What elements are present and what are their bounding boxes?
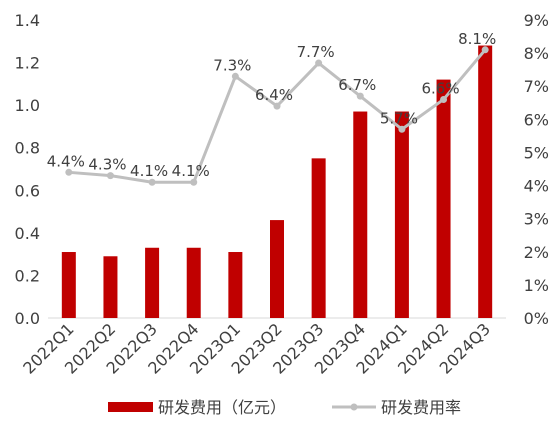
- bar: [186, 247, 201, 318]
- y-right-tick-label: 9%: [524, 11, 549, 30]
- line-series: [65, 46, 489, 186]
- line-point: [273, 102, 281, 110]
- y-right-tick-label: 4%: [524, 177, 549, 196]
- bar: [311, 158, 326, 318]
- y-right-tick-label: 5%: [524, 143, 549, 162]
- line-point: [315, 59, 323, 67]
- axes: 0.0 0.2 0.4 0.6 0.8 1.0 1.2 1.4 0% 1% 2% 3% 4% 5% 6% 7%…: [15, 11, 549, 378]
- line-data-label: 5.7%: [380, 109, 418, 127]
- line-data-label: 7.7%: [297, 43, 335, 61]
- line-point: [231, 72, 239, 80]
- y-left-tick-label: 0.8: [15, 139, 40, 158]
- bar: [61, 252, 76, 318]
- y-left-tick-label: 0.6: [15, 181, 40, 200]
- legend-swatch-bar: [108, 402, 153, 412]
- line-data-label: 6.6%: [421, 79, 459, 97]
- line-point: [440, 95, 448, 103]
- line-data-label: 4.1%: [172, 162, 210, 180]
- y-right-tick-label: 0%: [524, 309, 549, 328]
- y-left-tick-label: 0.4: [15, 224, 40, 243]
- bar-series: [61, 45, 493, 319]
- line-data-label: 6.4%: [255, 86, 293, 104]
- bar: [145, 247, 160, 318]
- legend-swatch-marker: [350, 403, 358, 411]
- line-data-label: 6.7%: [338, 76, 376, 94]
- line-point: [356, 92, 364, 100]
- line-data-label: 4.3%: [88, 156, 126, 174]
- y-right-tick-label: 6%: [524, 110, 549, 129]
- y-left-tick-label: 1.4: [15, 11, 40, 30]
- bar: [436, 79, 451, 318]
- bar: [228, 252, 243, 318]
- line-point: [65, 168, 73, 176]
- y-left-tick-label: 0.0: [15, 309, 40, 328]
- line-point: [398, 125, 406, 133]
- line-point: [190, 178, 198, 186]
- bar: [394, 111, 409, 319]
- legend-label-bar: 研发费用（亿元）: [158, 398, 286, 417]
- y-right-tick-label: 8%: [524, 44, 549, 63]
- line-point: [106, 172, 114, 180]
- line-point: [148, 178, 156, 186]
- y-right-tick-label: 7%: [524, 77, 549, 96]
- bar: [270, 220, 284, 318]
- y-right-tick-label: 2%: [524, 243, 549, 262]
- y-left-tick-label: 1.2: [15, 54, 40, 73]
- line-point: [481, 46, 489, 54]
- bar: [103, 256, 118, 318]
- bar: [478, 45, 493, 319]
- y-left-tick-label: 0.2: [15, 266, 40, 285]
- legend: 研发费用（亿元） 研发费用率: [108, 398, 461, 417]
- line-data-label: 7.3%: [213, 56, 251, 74]
- line-data-label: 8.1%: [458, 30, 496, 48]
- y-right-tick-label: 3%: [524, 210, 549, 229]
- data-labels: 4.4% 4.3% 4.1% 4.1%7.3%6.4%7.7%6.7%5.7%6.6%…: [47, 30, 496, 180]
- y-right-tick-label: 1%: [524, 276, 549, 295]
- line-data-label: 4.1%: [130, 162, 168, 180]
- bar: [353, 111, 368, 319]
- legend-label-line: 研发费用率: [381, 398, 461, 417]
- line-data-label: 4.4%: [47, 152, 85, 170]
- y-left-tick-label: 1.0: [15, 96, 40, 115]
